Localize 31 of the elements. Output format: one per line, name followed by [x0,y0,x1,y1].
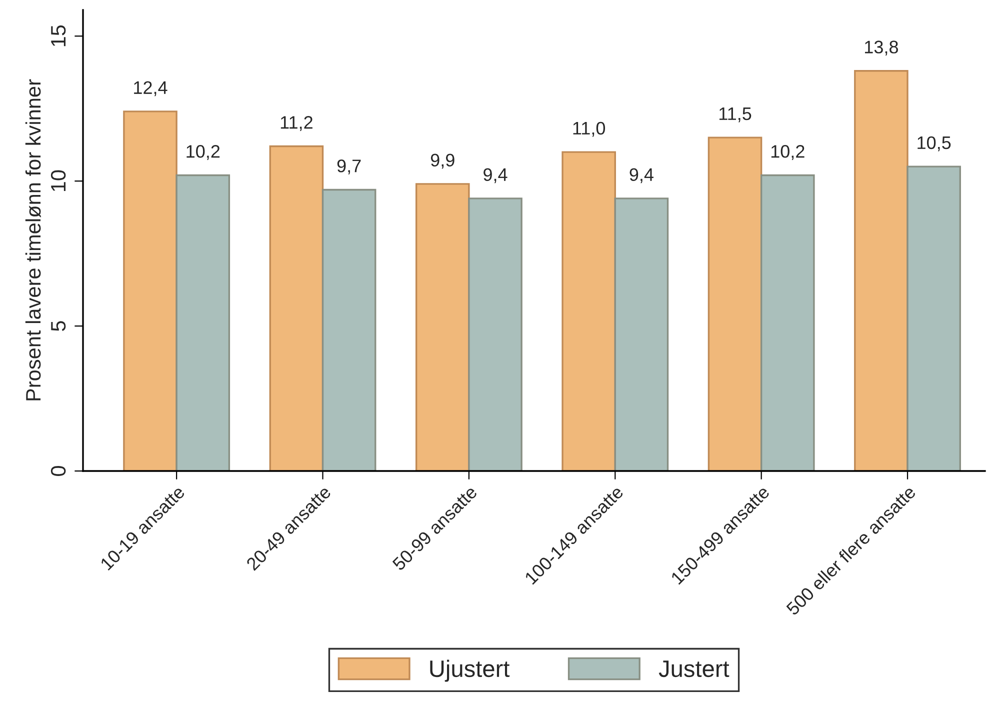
data-label: 9,4 [484,168,508,184]
bar [708,136,762,471]
bar [176,174,230,471]
data-label: 10,2 [186,145,220,160]
y-tick-label: 5 [51,321,66,331]
bar [468,198,522,471]
y-axis-title: Prosent lavere timelønn for kvinner [25,79,41,400]
bar [760,174,815,471]
y-tick-label: 15 [51,25,66,46]
data-label: 11,5 [719,108,752,122]
bar [123,110,178,471]
data-label: 9,9 [430,154,454,169]
bar [322,188,376,471]
bar [562,151,616,471]
data-label: 10,2 [771,145,804,160]
bar [415,183,470,471]
bar [906,166,961,471]
legend-label: Justert [658,660,730,678]
y-tick-label: 10 [50,170,66,192]
data-label: 13,8 [865,40,898,56]
bar [269,145,324,471]
data-label: 11,0 [573,122,606,137]
data-label: 12,4 [134,81,168,96]
data-label: 9,7 [337,160,361,174]
bar [614,198,669,471]
data-label: 9,4 [630,168,654,184]
bar [854,70,908,471]
legend-label: Ujustert [430,660,510,682]
y-tick-label: 0 [50,466,66,476]
data-label: 11,2 [280,116,312,131]
data-label: 10,5 [918,136,951,152]
